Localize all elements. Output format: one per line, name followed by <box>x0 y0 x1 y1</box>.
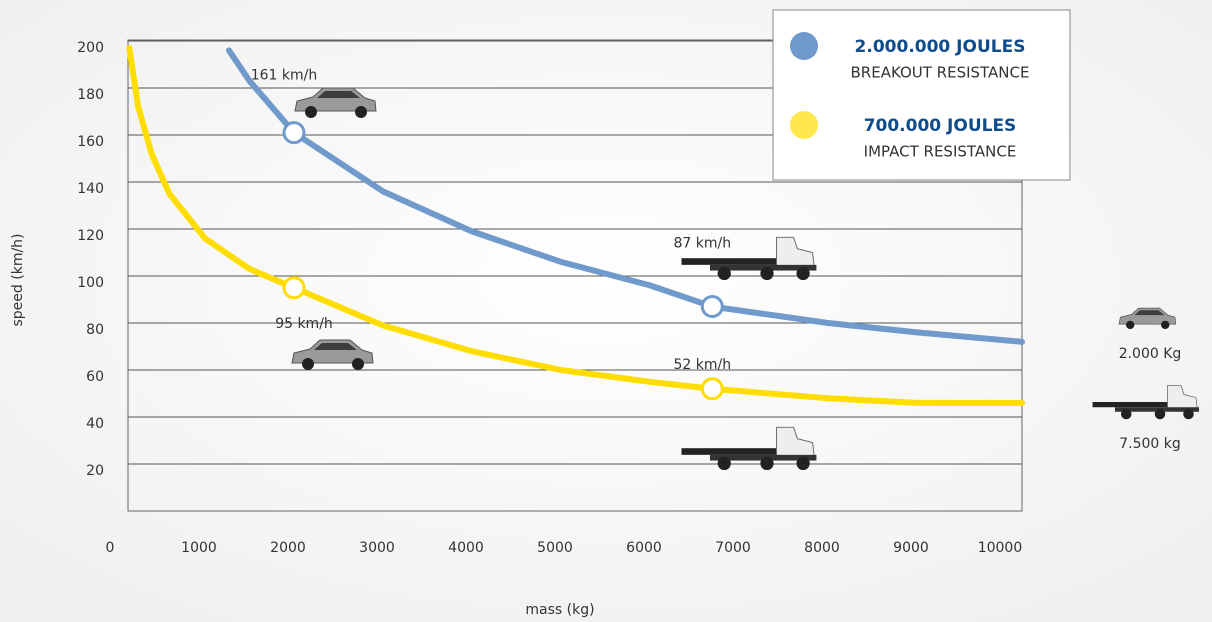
truck-wheel <box>796 457 809 470</box>
data-point <box>284 123 304 143</box>
y-tick-label: 140 <box>77 181 104 197</box>
annotation-label: 95 km/h <box>275 316 333 332</box>
truck-bed <box>682 258 777 265</box>
car-wheel <box>1161 321 1169 329</box>
data-point <box>702 297 722 317</box>
truck-bed <box>1093 402 1168 407</box>
x-tick-label: 1000 <box>181 540 217 556</box>
annotation-label: 87 km/h <box>673 236 731 252</box>
x-axis-label: mass (kg) <box>525 602 594 618</box>
data-point <box>702 379 722 399</box>
truck-wheel <box>760 267 773 280</box>
y-tick-label: 120 <box>77 228 104 244</box>
x-tick-label: 7000 <box>715 540 751 556</box>
truck-wheel <box>718 267 731 280</box>
legend-swatch <box>790 111 818 139</box>
legend-swatch <box>790 32 818 60</box>
x-tick-label: 4000 <box>448 540 484 556</box>
truck-bed <box>682 448 777 455</box>
y-axis-label: speed (km/h) <box>10 233 26 326</box>
legend-title: 2.000.000 JOULES <box>855 37 1026 57</box>
chart: speed (km/h) mass (kg) 20 40 60 80 100 120 140… <box>0 0 1212 622</box>
y-tick-label: 160 <box>77 134 104 150</box>
y-tick-label: 20 <box>86 463 104 479</box>
legend-subtitle: BREAKOUT RESISTANCE <box>851 64 1030 82</box>
annotation-label: 52 km/h <box>673 357 731 373</box>
car-wheel <box>355 106 367 118</box>
legend-subtitle: IMPACT RESISTANCE <box>864 143 1017 161</box>
data-point <box>284 278 304 298</box>
y-tick-label: 60 <box>86 369 104 385</box>
vehicle-label: 2.000 Kg <box>1119 346 1182 362</box>
truck-wheel <box>1121 409 1132 420</box>
car-wheel <box>352 358 364 370</box>
y-tick-label: 180 <box>77 87 104 103</box>
truck-wheel <box>796 267 809 280</box>
x-tick-label: 5000 <box>537 540 573 556</box>
car-wheel <box>305 106 317 118</box>
y-tick-label: 80 <box>86 322 104 338</box>
x-tick-label: 8000 <box>804 540 840 556</box>
truck-wheel <box>1183 409 1194 420</box>
x-tick-label: 9000 <box>893 540 929 556</box>
annotation-label: 161 km/h <box>251 68 318 84</box>
x-tick-label: 10000 <box>978 540 1023 556</box>
y-tick-label: 200 <box>77 40 104 56</box>
legend-title: 700.000 JOULES <box>864 116 1017 136</box>
x-tick-label: 2000 <box>270 540 306 556</box>
x-tick-label: 6000 <box>626 540 662 556</box>
x-tick-label: 0 <box>106 540 115 556</box>
x-tick-label: 3000 <box>359 540 395 556</box>
car-wheel <box>302 358 314 370</box>
truck-wheel <box>760 457 773 470</box>
y-tick-label: 40 <box>86 416 104 432</box>
y-tick-label: 100 <box>77 275 104 291</box>
truck-wheel <box>1155 409 1166 420</box>
vehicle-label: 7.500 kg <box>1119 436 1181 452</box>
car-wheel <box>1126 321 1134 329</box>
truck-wheel <box>718 457 731 470</box>
